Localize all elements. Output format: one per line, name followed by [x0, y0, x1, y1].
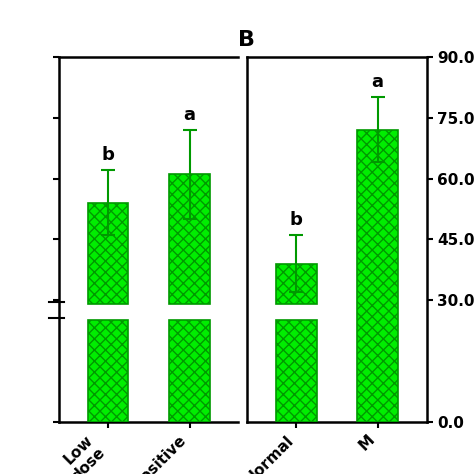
Bar: [88, 203, 128, 304]
Bar: [169, 174, 210, 304]
Text: b: b: [102, 146, 115, 164]
Bar: [88, 320, 128, 422]
Text: a: a: [183, 106, 196, 124]
Bar: [276, 264, 317, 304]
Bar: [276, 320, 317, 422]
Bar: [169, 320, 210, 422]
Text: a: a: [372, 73, 384, 91]
Bar: [357, 130, 398, 422]
Text: b: b: [290, 211, 303, 229]
Text: B: B: [238, 29, 255, 50]
